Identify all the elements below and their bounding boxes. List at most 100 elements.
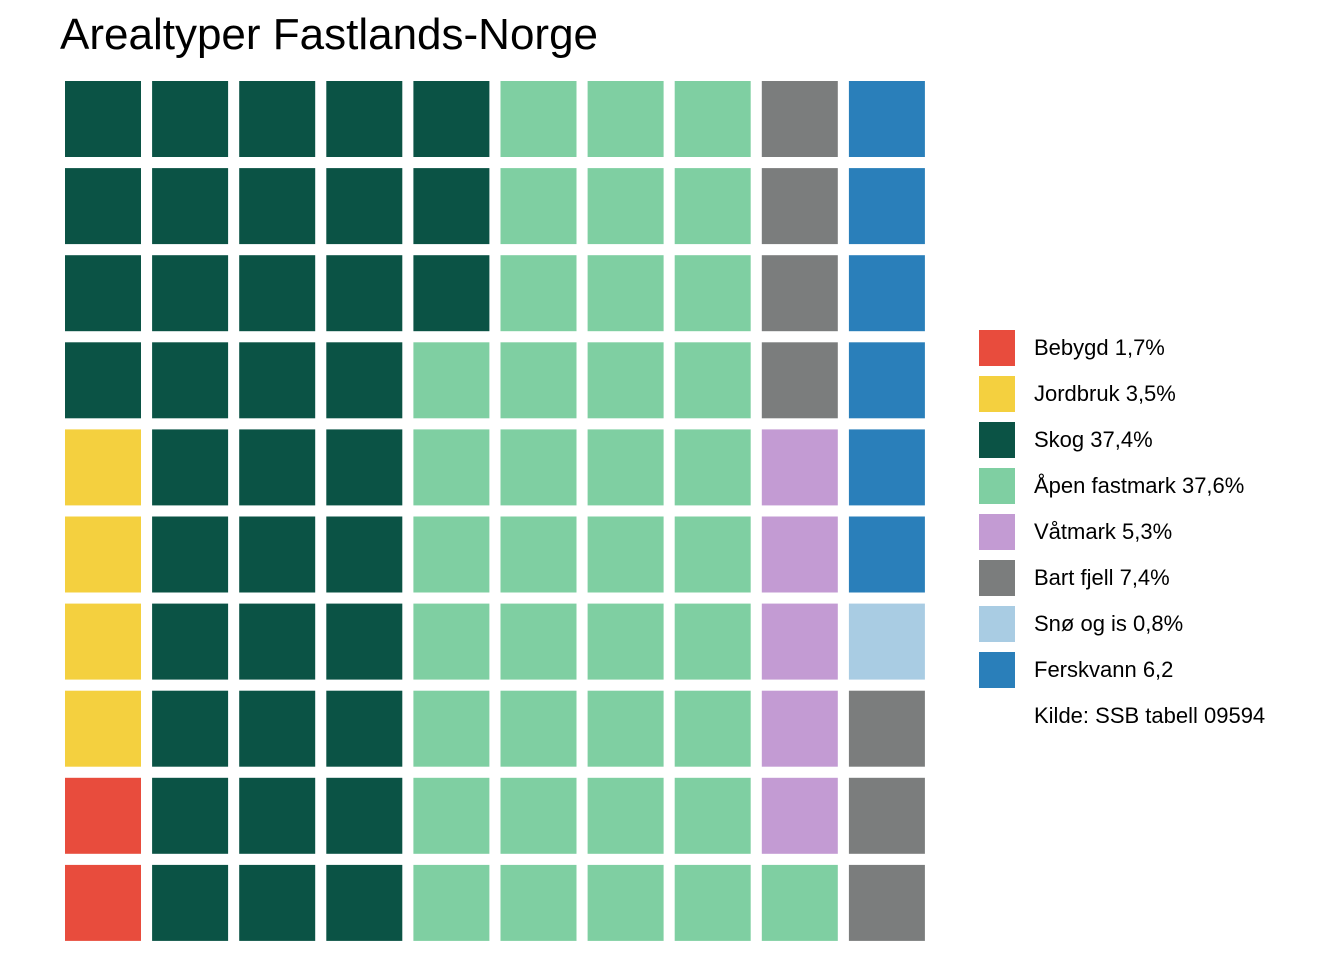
waffle-cell-apen (413, 690, 490, 767)
waffle-cell-apen (500, 603, 577, 680)
waffle-cell-apen (413, 516, 490, 593)
waffle-cell-skog (239, 516, 316, 593)
waffle-cell-jordbruk (65, 690, 141, 767)
waffle-cell-apen (674, 516, 751, 593)
waffle-cell-skog (239, 864, 316, 941)
legend-swatch (979, 468, 1015, 504)
legend-swatch (979, 376, 1015, 412)
waffle-cell-sno (848, 603, 925, 680)
waffle-cell-skog (239, 255, 316, 332)
waffle-cell-bart (761, 81, 838, 157)
waffle-cell-apen (413, 429, 490, 506)
waffle-cell-apen (500, 81, 577, 157)
waffle-cell-skog (65, 255, 141, 332)
legend-swatch (979, 422, 1015, 458)
source-note: Kilde: SSB tabell 09594 (1034, 703, 1266, 728)
waffle-cell-skog (239, 168, 316, 245)
waffle-cell-skog (239, 603, 316, 680)
waffle-cell-skog (239, 342, 316, 419)
waffle-cell-apen (587, 603, 664, 680)
waffle-cell-apen (587, 168, 664, 245)
waffle-cell-skog (326, 429, 403, 506)
legend-label: Skog 37,4% (1034, 427, 1153, 452)
waffle-cell-apen (674, 690, 751, 767)
waffle-cell-bart (848, 777, 925, 854)
waffle-cell-apen (674, 81, 751, 157)
waffle-cell-skog (152, 168, 229, 245)
legend-item-skog: Skog 37,4% (979, 422, 1265, 468)
waffle-cell-apen (674, 429, 751, 506)
legend-swatch (979, 514, 1015, 550)
waffle-cell-ferskvann (848, 168, 925, 245)
legend-label: Ferskvann 6,2 (1034, 657, 1174, 682)
waffle-cell-bart (848, 864, 925, 941)
waffle-cell-skog (152, 342, 229, 419)
waffle-cell-apen (500, 168, 577, 245)
waffle-cell-apen (500, 777, 577, 854)
waffle-cell-skog (413, 81, 490, 157)
legend-swatch (979, 560, 1015, 596)
legend: Bebygd 1,7% Jordbruk 3,5% Skog 37,4% Åpen f… (979, 330, 1265, 734)
waffle-cell-apen (413, 603, 490, 680)
legend-item-vatmark: Våtmark 5,3% (979, 514, 1265, 560)
waffle-cell-skog (152, 516, 229, 593)
waffle-cell-skog (239, 690, 316, 767)
waffle-cell-skog (326, 342, 403, 419)
waffle-cell-apen (674, 777, 751, 854)
legend-item-ferskvann: Ferskvann 6,2 (979, 652, 1265, 698)
waffle-cell-apen (587, 255, 664, 332)
waffle-cell-apen (674, 342, 751, 419)
waffle-cell-apen (500, 342, 577, 419)
waffle-cell-ferskvann (848, 81, 925, 157)
waffle-cell-apen (500, 255, 577, 332)
legend-items: Bebygd 1,7% Jordbruk 3,5% Skog 37,4% Åpen f… (979, 330, 1265, 698)
waffle-cell-skog (326, 81, 403, 157)
waffle-cell-skog (152, 603, 229, 680)
waffle-cell-jordbruk (65, 429, 141, 506)
waffle-cell-apen (587, 342, 664, 419)
waffle-cell-apen (413, 777, 490, 854)
waffle-cell-apen (587, 690, 664, 767)
waffle-cell-apen (500, 864, 577, 941)
waffle-cell-apen (674, 168, 751, 245)
waffle-cell-skog (326, 690, 403, 767)
waffle-cell-apen (674, 255, 751, 332)
waffle-cell-vatmark (761, 777, 838, 854)
waffle-cell-apen (413, 864, 490, 941)
waffle-cell-apen (674, 603, 751, 680)
waffle-cell-ferskvann (848, 342, 925, 419)
waffle-cell-bebygd (65, 864, 141, 941)
waffle-cell-apen (587, 429, 664, 506)
waffle-cell-vatmark (761, 603, 838, 680)
waffle-cell-apen (413, 342, 490, 419)
waffle-cell-bart (761, 168, 838, 245)
waffle-cell-vatmark (761, 516, 838, 593)
legend-item-jordbruk: Jordbruk 3,5% (979, 376, 1265, 422)
waffle-cell-skog (65, 81, 141, 157)
waffle-cell-skog (413, 168, 490, 245)
waffle-cell-skog (152, 864, 229, 941)
waffle-cell-apen (587, 516, 664, 593)
waffle-cell-vatmark (761, 690, 838, 767)
waffle-cell-skog (239, 429, 316, 506)
waffle-cell-ferskvann (848, 255, 925, 332)
legend-swatch (979, 652, 1015, 688)
waffle-cell-vatmark (761, 429, 838, 506)
waffle-cell-apen (587, 777, 664, 854)
legend-label: Våtmark 5,3% (1034, 519, 1173, 544)
waffle-cell-apen (500, 516, 577, 593)
legend-item-bart: Bart fjell 7,4% (979, 560, 1265, 606)
waffle-cell-skog (326, 168, 403, 245)
waffle-cell-apen (587, 864, 664, 941)
waffle-cell-skog (326, 255, 403, 332)
waffle-cell-skog (326, 864, 403, 941)
waffle-cell-skog (326, 777, 403, 854)
waffle-cell-skog (152, 690, 229, 767)
waffle-cell-bebygd (65, 777, 141, 854)
waffle-cell-bart (761, 255, 838, 332)
waffle-cell-ferskvann (848, 429, 925, 506)
waffle-cell-jordbruk (65, 516, 141, 593)
legend-label: Bebygd 1,7% (1034, 335, 1165, 360)
waffle-cell-apen (500, 429, 577, 506)
waffle-cell-skog (152, 777, 229, 854)
